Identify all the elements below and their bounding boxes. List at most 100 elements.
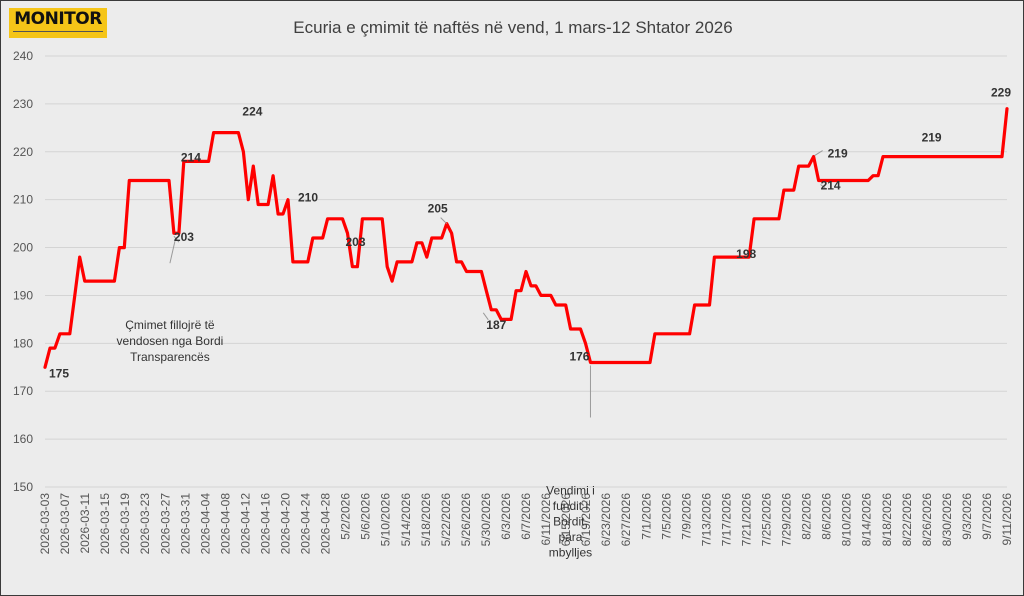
annotation-line: Transparencës xyxy=(130,350,210,364)
x-tick-label: 2026-04-04 xyxy=(198,493,212,555)
logo-underline xyxy=(13,31,103,32)
x-tick-label: 2026-03-31 xyxy=(178,493,192,555)
x-tick-label: 8/2/2026 xyxy=(800,493,814,540)
monitor-logo: MONITOR xyxy=(9,8,107,38)
x-tick-label: 7/17/2026 xyxy=(719,493,733,547)
data-label: 203 xyxy=(174,230,194,244)
data-label: 214 xyxy=(181,151,201,165)
x-tick-label: 2026-03-27 xyxy=(158,493,172,555)
data-label: 198 xyxy=(736,247,756,261)
x-tick-label: 8/6/2026 xyxy=(820,493,834,540)
y-tick-label: 190 xyxy=(13,288,33,302)
x-tick-label: 8/10/2026 xyxy=(840,493,854,547)
x-tick-label: 2026-04-20 xyxy=(279,493,293,555)
data-label: 214 xyxy=(821,179,841,193)
x-tick-label: 8/18/2026 xyxy=(880,493,894,547)
logo-text: MONITOR xyxy=(14,9,102,29)
annotations: Çmimet fillojrë të vendosen nga Bordi Tran… xyxy=(117,318,595,559)
data-label: 224 xyxy=(242,105,262,119)
data-label: 187 xyxy=(486,318,506,332)
x-tick-label: 5/6/2026 xyxy=(359,493,373,540)
label-leader xyxy=(440,217,448,224)
data-labels: 175 203 214 224 210 203 205 187 176 198 219 214 219 2… xyxy=(49,86,1011,381)
x-tick-label: 9/3/2026 xyxy=(960,493,974,540)
x-tick-label: 2026-04-24 xyxy=(299,493,313,555)
annotation-line: Vendimi i xyxy=(546,483,595,497)
annotation-text: Vendimi i fundit i Bordit, para mbylljes xyxy=(546,483,595,559)
x-tick-label: 5/14/2026 xyxy=(399,493,413,547)
x-tick-label: 9/11/2026 xyxy=(1000,493,1014,546)
x-tick-label: 5/10/2026 xyxy=(379,493,393,547)
x-tick-label: 2026-03-15 xyxy=(98,493,112,555)
x-tick-label: 2026-03-07 xyxy=(58,493,72,555)
x-tick-label: 7/1/2026 xyxy=(639,493,653,540)
x-tick-label: 2026-04-12 xyxy=(238,493,252,555)
x-tick-label: 2026-04-28 xyxy=(319,493,333,555)
x-tick-label: 7/25/2026 xyxy=(760,493,774,547)
y-tick-label: 230 xyxy=(13,97,33,111)
x-tick-label: 8/30/2026 xyxy=(940,493,954,547)
x-tick-label: 5/30/2026 xyxy=(479,493,493,547)
x-tick-label: 7/9/2026 xyxy=(679,493,693,540)
x-tick-label: 7/29/2026 xyxy=(780,493,794,547)
annotation-leaders xyxy=(169,150,826,418)
x-tick-label: 2026-03-19 xyxy=(118,493,132,555)
y-tick-label: 210 xyxy=(13,193,33,207)
y-tick-label: 220 xyxy=(13,145,33,159)
x-tick-label: 6/27/2026 xyxy=(619,493,633,547)
annotation-line: Çmimet fillojrë të xyxy=(125,318,215,332)
annotation-text: Çmimet fillojrë të vendosen nga Bordi Tran… xyxy=(117,318,224,364)
y-tick-label: 160 xyxy=(13,432,33,446)
data-label: 219 xyxy=(922,131,942,145)
data-label: 176 xyxy=(569,349,589,363)
x-tick-label: 2026-03-11 xyxy=(78,493,92,554)
data-label: 205 xyxy=(428,202,448,216)
x-tick-label: 6/15/2026 xyxy=(559,493,573,547)
x-tick-label: 5/26/2026 xyxy=(459,493,473,547)
y-tick-label: 170 xyxy=(13,384,33,398)
label-leader xyxy=(820,184,826,189)
annotation-line: Bordit, xyxy=(553,514,588,528)
label-leader xyxy=(173,235,180,243)
y-tick-label: 150 xyxy=(13,480,33,494)
label-leader xyxy=(814,150,823,156)
x-tick-label: 2026-04-16 xyxy=(258,493,272,555)
annotation-line: vendosen nga Bordi xyxy=(117,334,224,348)
y-axis-ticks: 150 160 170 180 190 200 210 220 230 240 xyxy=(13,49,33,494)
x-tick-label: 2026-03-23 xyxy=(138,493,152,555)
data-label: 219 xyxy=(828,147,848,161)
x-tick-label: 8/14/2026 xyxy=(860,493,874,547)
x-tick-label: 8/22/2026 xyxy=(900,493,914,547)
data-label: 203 xyxy=(345,235,365,249)
x-tick-label: 7/21/2026 xyxy=(739,493,753,547)
series-line xyxy=(43,107,1009,369)
x-tick-label: 6/23/2026 xyxy=(599,493,613,547)
x-tick-label: 6/7/2026 xyxy=(519,493,533,540)
gridlines xyxy=(45,55,1007,488)
x-tick-label: 6/11/2026 xyxy=(539,493,553,546)
annotation-line: fundit i xyxy=(553,499,588,513)
x-tick-label: 9/7/2026 xyxy=(980,493,994,540)
x-tick-label: 8/26/2026 xyxy=(920,493,934,547)
x-tick-label: 2026-03-03 xyxy=(38,493,52,555)
x-tick-label: 7/13/2026 xyxy=(699,493,713,547)
x-tick-label: 6/19/2026 xyxy=(579,493,593,547)
x-tick-label: 5/22/2026 xyxy=(439,493,453,547)
x-tick-label: 2026-04-08 xyxy=(218,493,232,555)
data-label: 175 xyxy=(49,366,69,380)
x-tick-label: 6/3/2026 xyxy=(499,493,513,540)
data-label: 229 xyxy=(991,86,1011,100)
x-axis-ticks: 2026-03-03 2026-03-07 2026-03-11 2026-03-15… xyxy=(38,493,1014,555)
y-tick-label: 240 xyxy=(13,49,33,63)
chart-title: Ecuria e çmimit të naftës në vend, 1 mar… xyxy=(293,18,732,37)
annotation-leader xyxy=(169,241,176,264)
x-tick-label: 7/5/2026 xyxy=(659,493,673,540)
y-tick-label: 200 xyxy=(13,241,33,255)
annotation-line: mbylljes xyxy=(549,545,592,559)
data-label: 210 xyxy=(298,191,318,205)
price-series xyxy=(43,107,1009,369)
label-leader xyxy=(482,312,489,321)
annotation-line: para xyxy=(558,530,582,544)
